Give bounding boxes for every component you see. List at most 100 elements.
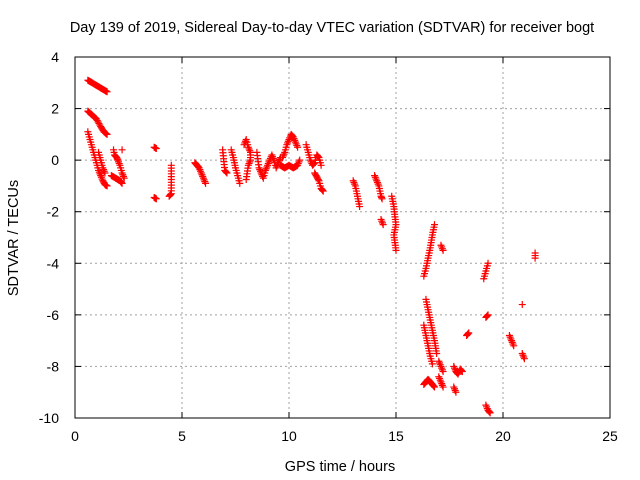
data-point [118, 169, 126, 177]
x-axis-label: GPS time / hours [285, 459, 395, 475]
x-tick-label: 15 [388, 428, 404, 444]
data-point [450, 362, 458, 370]
data-point [117, 178, 125, 186]
data-point [457, 366, 465, 374]
data-point [285, 136, 293, 144]
data-point [437, 378, 445, 386]
data-point [103, 182, 111, 190]
data-point [242, 175, 250, 183]
data-point [119, 171, 127, 179]
data-point [452, 388, 460, 396]
data-point [435, 357, 443, 365]
data-point [485, 407, 493, 415]
data-point [508, 337, 516, 345]
data-point [279, 152, 287, 160]
data-point [114, 156, 122, 164]
data-point [152, 145, 160, 153]
data-point [520, 353, 528, 361]
data-point [518, 350, 526, 358]
data-point [92, 115, 100, 123]
data-point [431, 221, 439, 229]
data-point [371, 173, 379, 181]
data-point [518, 301, 526, 309]
y-tick-label: 0 [51, 152, 59, 168]
data-point [166, 191, 174, 199]
data-point [378, 195, 386, 203]
data-point [291, 138, 299, 146]
data-point [314, 175, 322, 183]
data-point [95, 166, 103, 174]
data-point [222, 168, 230, 176]
data-point [236, 179, 244, 187]
data-point [295, 158, 303, 166]
data-point [197, 169, 205, 177]
data-point [255, 164, 263, 172]
data-point [430, 382, 438, 390]
data-point [436, 359, 444, 367]
data-point [356, 203, 364, 211]
data-point [284, 139, 292, 147]
data-point [379, 221, 387, 229]
data-point [261, 166, 269, 174]
data-point [428, 360, 436, 368]
data-point [197, 167, 205, 175]
y-tick-label: -8 [47, 358, 60, 374]
data-points [84, 76, 539, 417]
data-point [245, 145, 253, 153]
data-point [293, 142, 301, 150]
data-point [482, 401, 490, 409]
data-point [483, 313, 491, 321]
data-point [458, 367, 466, 375]
data-point [268, 151, 276, 159]
data-point [94, 118, 102, 126]
data-point [309, 160, 317, 168]
data-point [319, 186, 327, 194]
data-point [199, 172, 207, 180]
data-point [350, 178, 358, 186]
data-point [264, 161, 272, 169]
data-point [294, 160, 302, 168]
data-point [319, 187, 327, 195]
data-point [508, 338, 516, 346]
data-point [100, 167, 108, 175]
data-point [483, 403, 491, 411]
data-point [484, 311, 492, 319]
data-point [378, 217, 386, 225]
data-point [435, 373, 443, 381]
data-point [505, 331, 513, 339]
y-tick-label: -4 [47, 255, 60, 271]
data-point [101, 169, 109, 177]
data-point [451, 386, 459, 394]
data-point [199, 174, 207, 182]
data-point [465, 329, 473, 337]
data-point [245, 160, 253, 168]
data-point [103, 130, 111, 138]
data-point [95, 168, 103, 176]
data-point [290, 135, 298, 143]
plot-frame [74, 56, 611, 419]
data-point [263, 163, 271, 171]
data-point [289, 133, 297, 141]
data-point [438, 245, 446, 253]
data-point [291, 136, 299, 144]
data-point [450, 383, 458, 391]
data-point [100, 166, 108, 174]
data-point [437, 362, 445, 370]
data-point [279, 154, 287, 162]
data-point [485, 408, 493, 416]
data-point [458, 368, 466, 376]
data-point [439, 246, 447, 254]
y-axis-label: SDTVAR / TECUs [6, 180, 22, 296]
data-point [484, 259, 492, 267]
data-point [373, 177, 381, 185]
data-point [429, 381, 437, 389]
data-point [438, 364, 446, 372]
data-point [120, 172, 128, 180]
data-point [294, 161, 302, 169]
x-tick-label: 20 [495, 428, 511, 444]
data-point [283, 141, 291, 149]
data-point [115, 158, 123, 166]
data-point [531, 254, 539, 262]
data-point [269, 153, 277, 161]
